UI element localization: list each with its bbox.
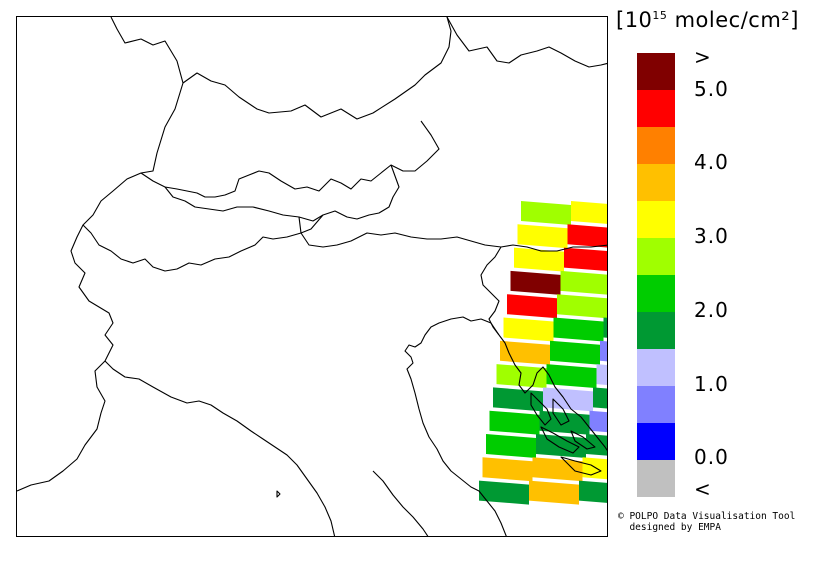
swath-pixel: [529, 480, 579, 505]
swath-pixel: [589, 410, 607, 433]
austria-italy-border: [298, 216, 607, 252]
italy-inner-border: [372, 470, 429, 536]
legend-swatch: [637, 164, 675, 201]
swath-pixel: [521, 201, 571, 225]
legend-swatch: [637, 423, 675, 460]
swath-pixel: [489, 410, 540, 435]
legend-tick-label: 5.0: [694, 77, 729, 101]
credit-line-2: designed by EMPA: [618, 522, 721, 533]
credit-text: © POLPO Data Visualisation Tool designed…: [618, 511, 795, 533]
legend-tick-label: 3.0: [694, 224, 729, 248]
legend-swatch: [637, 275, 675, 312]
germany-border: [182, 17, 452, 120]
swath-pixel: [517, 224, 568, 249]
credit-line-1: © POLPO Data Visualisation Tool: [618, 511, 796, 522]
swath-pixel: [579, 480, 607, 503]
swath-pixel: [500, 340, 550, 365]
swath-pixel: [564, 247, 607, 272]
swath-pixel: [479, 480, 529, 505]
swiss-south-border: [82, 214, 324, 272]
swath-pixel: [482, 457, 533, 482]
legend-swatch: [637, 386, 675, 423]
legend-swatch: [637, 90, 675, 127]
swath-pixel: [603, 317, 607, 338]
swath-pixel: [507, 294, 557, 319]
swath-pixel: [607, 294, 608, 318]
map-panel: [16, 16, 608, 537]
adriatic-coast-north: [404, 316, 507, 536]
swath-pixel: [546, 364, 597, 389]
small-island: [276, 490, 281, 498]
croatia-islands: [530, 392, 602, 476]
legend-swatch: [637, 349, 675, 386]
istria-coast: [498, 334, 607, 451]
legend-swatch: [637, 201, 675, 238]
swath-pixel: [600, 340, 607, 362]
swath-pixel: [553, 317, 604, 342]
swath-pixel: [503, 317, 554, 342]
germany-east-border: [446, 17, 607, 68]
legend-tick-label: 0.0: [694, 445, 729, 469]
swath-pixel: [514, 247, 564, 272]
map-canvas: [17, 17, 608, 536]
swath-pixel: [582, 457, 607, 480]
swath-pixel: [493, 387, 543, 412]
swath-pixel: [567, 224, 607, 248]
swath-pixel: [486, 434, 536, 458]
legend-swatch: [637, 460, 675, 497]
swiss-border: [164, 164, 400, 222]
legend-tick-label: 4.0: [694, 150, 729, 174]
swath-pixel: [510, 270, 561, 295]
legend-tick-label: 2.0: [694, 298, 729, 322]
swath-pixel: [586, 434, 607, 456]
austria-north-border: [140, 120, 440, 198]
legend-swatch: [637, 53, 675, 90]
swath-pixel: [571, 201, 607, 224]
italy-peninsula-west: [104, 360, 336, 536]
swath-pixel: [543, 387, 593, 412]
swath-pixel: [593, 387, 607, 409]
legend-swatch: [637, 238, 675, 275]
swath-pixel: [532, 457, 583, 482]
swath-pixel: [560, 270, 607, 295]
legend-tick-label: 1.0: [694, 372, 729, 396]
legend-swatch: [637, 312, 675, 349]
france-border: [17, 17, 184, 492]
legend-swatch: [637, 127, 675, 164]
swath-pixel: [557, 294, 607, 319]
italy-slovenia-border: [480, 246, 502, 336]
swath-pixel: [596, 364, 607, 385]
legend-tick-label: <: [694, 477, 712, 501]
legend-units-title: [1015 molec/cm²]: [616, 8, 799, 32]
swath-pixel: [550, 340, 600, 365]
swath-pixel: [496, 364, 547, 389]
legend-tick-label: >: [694, 45, 712, 69]
